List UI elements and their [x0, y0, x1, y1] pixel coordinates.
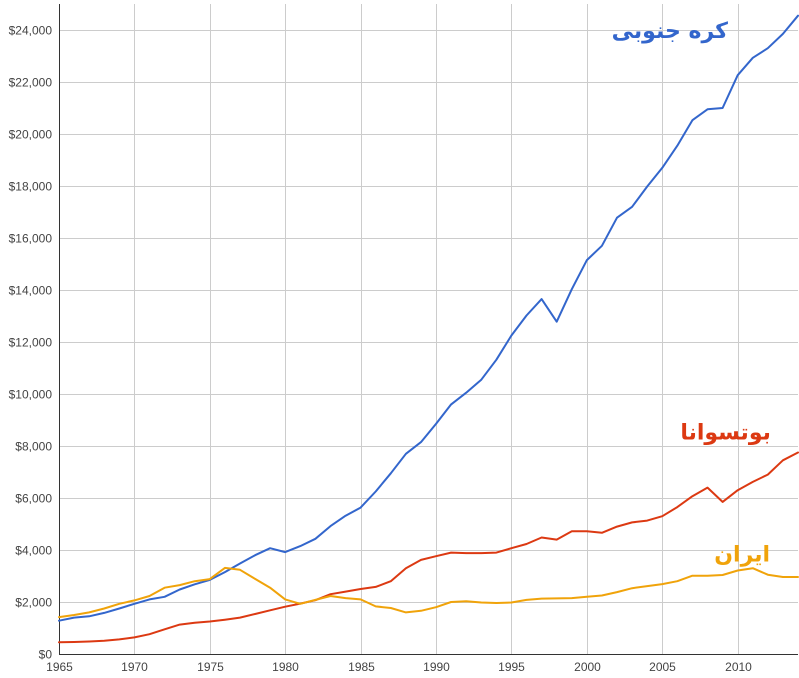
y-tick-label: $8,000: [15, 440, 52, 454]
horizontal-gridlines: [59, 30, 798, 603]
y-tick-label: $4,000: [15, 544, 52, 558]
y-tick-label: $2,000: [15, 596, 52, 610]
x-tick-label: 1970: [121, 660, 148, 674]
series-label: ایران: [714, 543, 770, 568]
x-tick-label: 1980: [272, 660, 299, 674]
x-tick-label: 1975: [197, 660, 224, 674]
series-label: بوتسوانا: [680, 421, 771, 446]
y-tick-label: $24,000: [9, 24, 53, 38]
vertical-gridlines: [59, 4, 739, 654]
y-tick-label: $20,000: [9, 128, 53, 142]
x-tick-label: 1985: [348, 660, 375, 674]
series-line: [58, 451, 799, 644]
y-tick-label: $16,000: [9, 232, 53, 246]
y-tick-label: $22,000: [9, 76, 53, 90]
y-tick-label: $18,000: [9, 180, 53, 194]
y-tick-label: $12,000: [9, 336, 53, 350]
series-line: [58, 566, 799, 619]
tick-labels: 1965 1970 1975 1980 1985 1990 1995 2000 2005 2010…: [9, 24, 753, 675]
x-tick-label: 1990: [423, 660, 450, 674]
series-lines: [58, 14, 799, 644]
series-labels: کره جنوبی بوتسوانا ایران: [612, 19, 771, 568]
x-tick-label: 1995: [498, 660, 525, 674]
x-tick-label: 2010: [725, 660, 752, 674]
x-tick-label: 1965: [46, 660, 73, 674]
series-line: [58, 14, 799, 622]
y-tick-label: $10,000: [9, 388, 53, 402]
axes: [59, 4, 798, 655]
y-tick-label: $6,000: [15, 492, 52, 506]
series-label: کره جنوبی: [612, 19, 728, 44]
y-tick-label: $0: [39, 648, 53, 662]
x-tick-label: 2005: [649, 660, 676, 674]
y-tick-label: $14,000: [9, 284, 53, 298]
x-tick-label: 2000: [574, 660, 601, 674]
